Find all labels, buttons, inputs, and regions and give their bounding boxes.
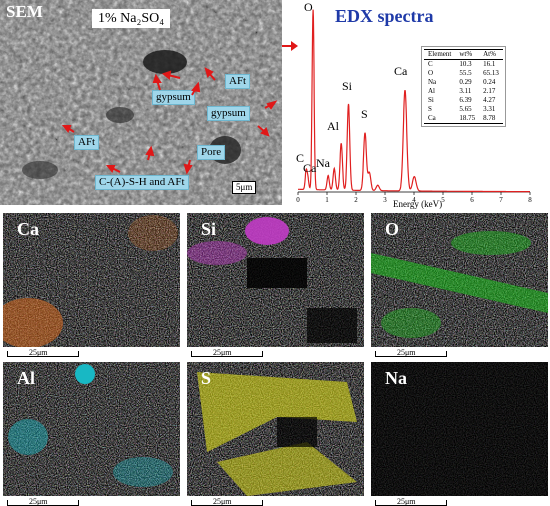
x-tick-label: 0 bbox=[296, 196, 300, 204]
x-axis-label: Energy (keV) bbox=[393, 199, 443, 209]
table-header-element: Element bbox=[428, 50, 452, 58]
x-tick-label: 5 bbox=[441, 196, 445, 204]
table-cell: 2.17 bbox=[483, 87, 496, 95]
element-map-image bbox=[187, 362, 364, 496]
table-cell: 6.39 bbox=[459, 96, 472, 104]
map-scale-bar bbox=[7, 351, 79, 357]
map-scale-label: 25μm bbox=[29, 348, 48, 357]
edx-spectrum-chart: 0 1 2 3 4 5 6 7 8 bbox=[296, 9, 532, 204]
map-scale-label: 25μm bbox=[213, 497, 232, 506]
peak-label-si: Si bbox=[342, 79, 353, 93]
map-scale-bar bbox=[191, 351, 263, 357]
peak-label-c: C bbox=[296, 151, 305, 165]
element-map-o: O bbox=[371, 213, 548, 347]
element-map-na: Na bbox=[371, 362, 548, 496]
x-tick-label: 2 bbox=[354, 196, 358, 204]
x-tick-label: 6 bbox=[470, 196, 474, 204]
table-row: Ca 18.75 8.78 bbox=[424, 114, 503, 124]
element-map-s: S bbox=[187, 362, 364, 496]
map-element-label: Si bbox=[201, 219, 217, 239]
element-map-image bbox=[3, 213, 180, 347]
sem-scale-bar: 5μm bbox=[232, 181, 257, 194]
map-element-label: Ca bbox=[17, 219, 39, 239]
label-aft-top: AFt bbox=[225, 74, 251, 89]
concentration-label: 1% Na₂SO₄ bbox=[92, 9, 171, 28]
element-map-si: Si bbox=[187, 213, 364, 347]
table-cell: 3.31 bbox=[483, 105, 496, 113]
table-row: Al 3.11 2.17 bbox=[424, 87, 503, 96]
x-tick-label: 3 bbox=[383, 196, 387, 204]
x-tick-label: 8 bbox=[528, 196, 532, 204]
table-cell: Si bbox=[428, 96, 434, 104]
label-gypsum-1: gypsum bbox=[152, 90, 195, 105]
table-cell: Al bbox=[428, 87, 435, 95]
table-cell: 0.29 bbox=[459, 78, 472, 86]
table-row: C 10.3 16.1 bbox=[424, 60, 503, 70]
table-header-wt: wt% bbox=[459, 50, 473, 58]
table-cell: 4.27 bbox=[483, 96, 496, 104]
composition-table-box: Element wt% At% C 10.3 16.1 O 55.5 65.13 Na 0… bbox=[421, 46, 506, 127]
peak-label-s: S bbox=[361, 107, 368, 121]
element-map-image bbox=[371, 362, 548, 496]
peak-label-na: Na bbox=[316, 156, 330, 170]
peak-label-al: Al bbox=[327, 119, 339, 133]
edx-spectra-panel: EDX spectra 0 1 2 3 4 5 6 7 8 Energy (keV) O Si … bbox=[285, 0, 550, 210]
map-scale-bar bbox=[375, 351, 447, 357]
table-cell: 3.11 bbox=[459, 87, 472, 95]
table-row: O 55.5 65.13 bbox=[424, 69, 503, 78]
label-csh-aft: C-(A)-S-H and AFt bbox=[95, 175, 189, 190]
x-tick-label: 7 bbox=[499, 196, 503, 204]
map-element-label: S bbox=[201, 368, 212, 388]
map-element-label: Na bbox=[385, 368, 407, 388]
sem-to-edx-arrow-icon bbox=[282, 41, 298, 51]
element-map-al: Al bbox=[3, 362, 180, 496]
x-tick-label: 1 bbox=[325, 196, 329, 204]
element-map-ca: Ca bbox=[3, 213, 180, 347]
x-tick-label: 4 bbox=[412, 196, 416, 204]
map-scale-label: 25μm bbox=[29, 497, 48, 506]
map-element-label: Al bbox=[17, 368, 35, 388]
annotation-arrows bbox=[61, 67, 278, 175]
sem-title: SEM bbox=[6, 2, 43, 21]
table-cell: 55.5 bbox=[459, 69, 472, 77]
table-cell: 18.75 bbox=[459, 114, 476, 122]
label-pore: Pore bbox=[197, 145, 226, 160]
table-row: Na 0.29 0.24 bbox=[424, 78, 503, 87]
map-scale-label: 25μm bbox=[213, 348, 232, 357]
table-cell: 5.65 bbox=[459, 105, 472, 113]
label-aft-left: AFt bbox=[74, 135, 100, 150]
table-cell: C bbox=[428, 60, 433, 68]
table-cell: 16.1 bbox=[483, 60, 496, 68]
table-row: S 5.65 3.31 bbox=[424, 105, 503, 114]
label-gypsum-2: gypsum bbox=[207, 106, 250, 121]
sem-micrograph bbox=[0, 0, 282, 205]
table-cell: 10.3 bbox=[459, 60, 472, 68]
map-scale-label: 25μm bbox=[397, 348, 416, 357]
table-cell: Na bbox=[428, 78, 437, 86]
edx-title: EDX spectra bbox=[335, 6, 434, 26]
table-cell: S bbox=[428, 105, 432, 113]
table-row: Si 6.39 4.27 bbox=[424, 96, 503, 105]
map-scale-label: 25μm bbox=[397, 497, 416, 506]
composition-table: Element wt% At% C 10.3 16.1 O 55.5 65.13 Na 0… bbox=[424, 49, 503, 124]
table-cell: Ca bbox=[428, 114, 436, 122]
table-cell: 65.13 bbox=[483, 69, 499, 77]
map-element-label: O bbox=[385, 219, 400, 239]
element-map-image bbox=[3, 362, 180, 496]
element-map-image bbox=[371, 213, 548, 347]
spectrum-line bbox=[298, 9, 530, 193]
peak-label-o: O bbox=[304, 0, 313, 14]
sem-image-panel: SEM 1% Na₂SO₄ AFt gypsum gypsum AFt Pore… bbox=[0, 0, 282, 205]
table-cell: 8.78 bbox=[483, 114, 496, 122]
table-cell: O bbox=[428, 69, 434, 77]
element-map-image bbox=[187, 213, 364, 347]
peak-label-ca: Ca bbox=[394, 64, 408, 78]
peak-label-ca-low: Ca bbox=[303, 161, 317, 175]
table-header-at: At% bbox=[483, 50, 496, 58]
table-cell: 0.24 bbox=[483, 78, 496, 86]
